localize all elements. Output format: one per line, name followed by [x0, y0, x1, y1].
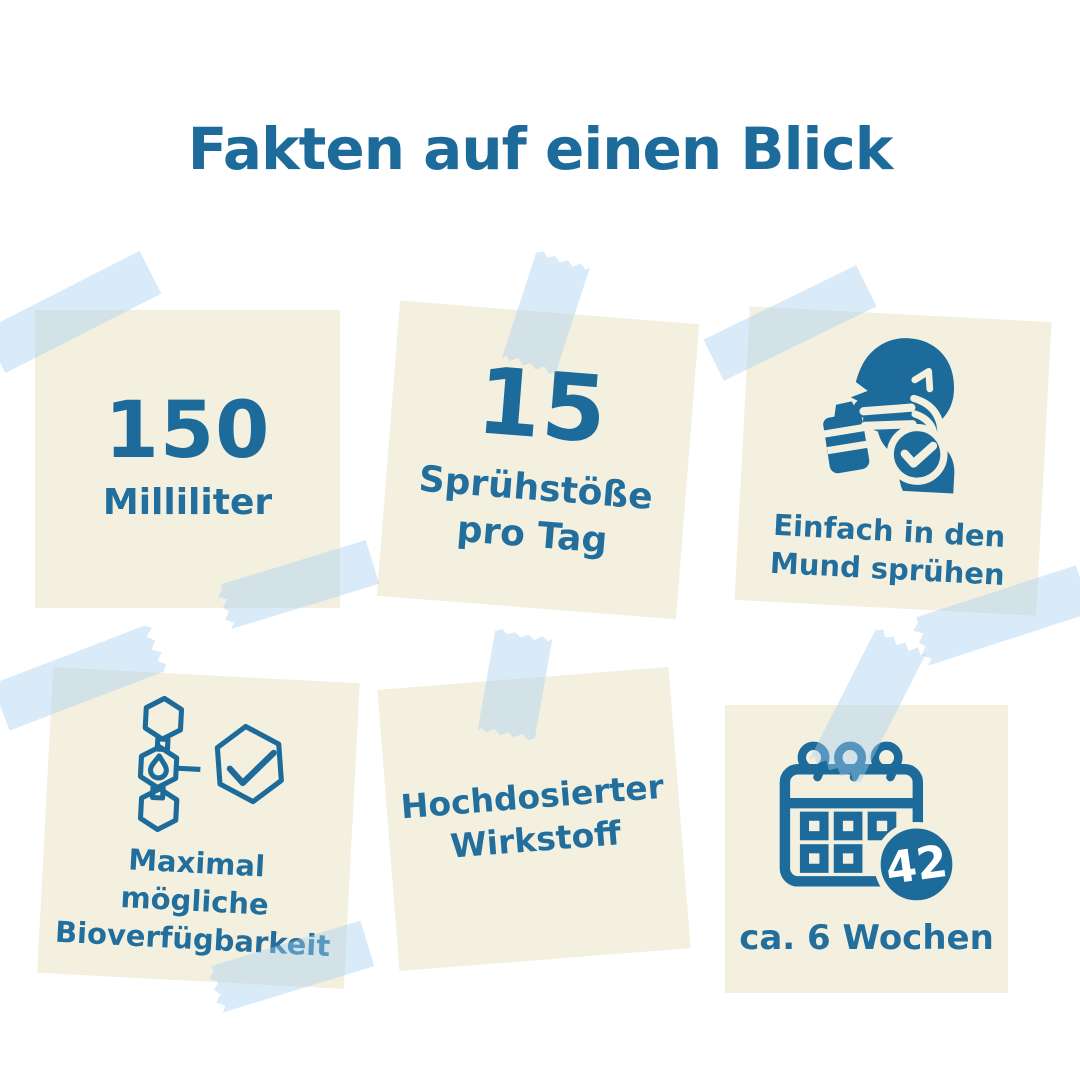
fact-label: Sprühstöße pro Tag — [417, 458, 655, 562]
badge-number: 42 — [882, 836, 950, 895]
fact-label: Hochdosierter Wirkstoff — [399, 766, 666, 866]
mouth-spray-icon — [793, 328, 997, 504]
fact-number: 15 — [473, 347, 612, 465]
fact-card-active-ingredient: Hochdosierter Wirkstoff — [377, 666, 691, 972]
fact-card-volume: 150 Milliliter — [35, 310, 340, 608]
fact-card-application: Einfach in den Mund sprühen — [734, 306, 1052, 616]
fact-label: Einfach in den Mund sprühen — [769, 508, 1007, 592]
fact-label: Maximal mögliche Bioverfügbarkeit — [54, 842, 332, 963]
fact-card-sprays: 15 Sprühstöße pro Tag — [376, 300, 700, 620]
calendar-icon: 42 — [769, 738, 965, 910]
page-title: Fakten auf einen Blick — [187, 114, 894, 183]
fact-card-duration: 42 ca. 6 Wochen — [725, 705, 1008, 993]
fact-card-bioavailability: Maximal mögliche Bioverfügbarkeit — [37, 667, 360, 989]
fact-number: 150 — [104, 385, 271, 476]
molecule-check-icon — [98, 692, 305, 840]
fact-label: Milliliter — [102, 481, 273, 523]
fact-label: ca. 6 Wochen — [739, 917, 994, 958]
